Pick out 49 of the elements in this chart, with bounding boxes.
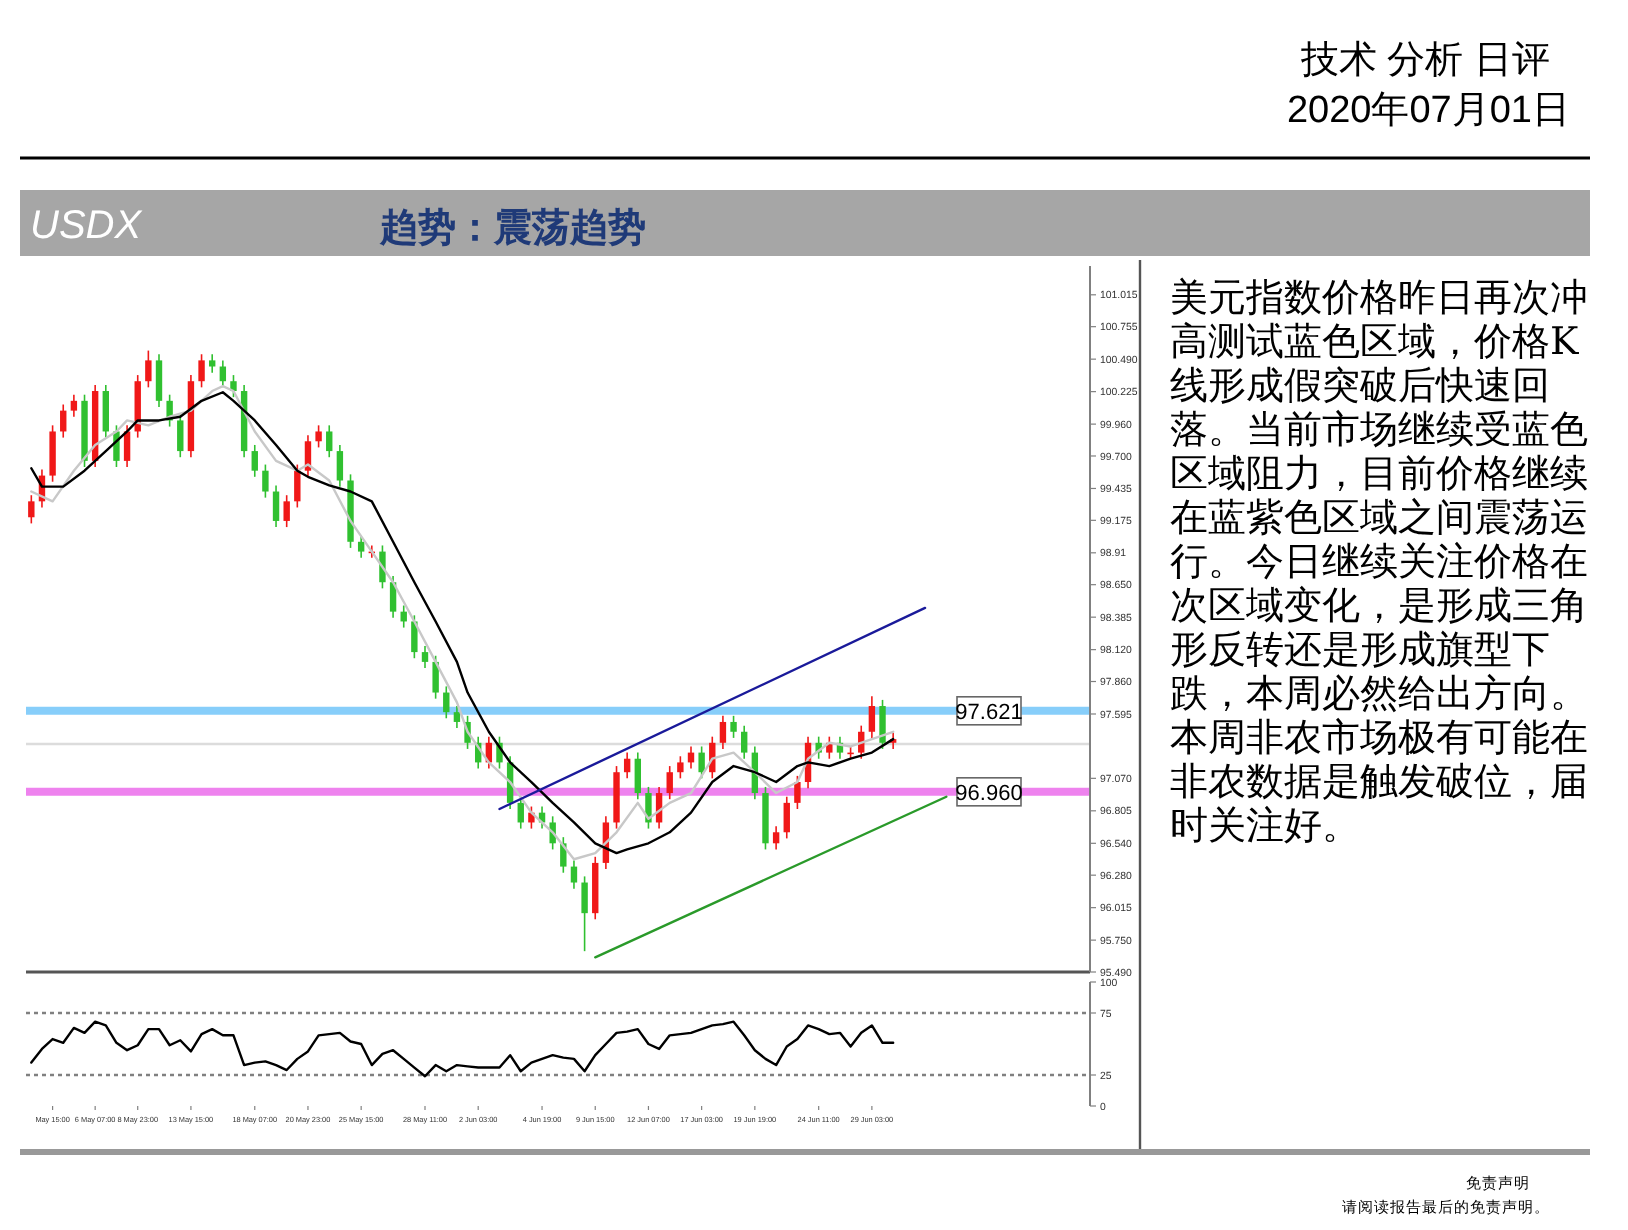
candlestick [262, 463, 269, 499]
candlestick [209, 353, 216, 374]
candlestick [272, 484, 280, 528]
text: 2020年07月01日 [1286, 90, 1570, 132]
candlestick [155, 353, 163, 408]
candlestick [315, 424, 322, 449]
ref-line-label: 97.621 [955, 700, 1023, 725]
candlestick [60, 403, 67, 439]
text: 技术 分析 日评 [1298, 40, 1550, 82]
candlestick [868, 695, 876, 739]
candlestick [283, 494, 290, 528]
candlestick [70, 393, 78, 418]
line-series [30, 1020, 895, 1078]
candlestick [623, 751, 631, 780]
candlestick [102, 384, 109, 439]
candlestick [432, 654, 439, 700]
candlestick [453, 705, 461, 729]
candlestick [294, 463, 301, 509]
candlestick [794, 775, 801, 810]
candlestick [357, 534, 365, 559]
chart-title: USDX [30, 204, 143, 248]
candlestick [198, 353, 205, 389]
candlestick [879, 699, 886, 750]
candlestick [443, 685, 450, 720]
candlestick [698, 745, 705, 780]
candlestick [28, 494, 35, 525]
chart-subtitle: 趋势：震荡趋势 [378, 206, 646, 250]
candlestick [517, 795, 524, 830]
text: 美元指数价格昨日再次冲高测试蓝色区域，价格K线形成假突破后快速回落。当前市场继续受蓝色区域阻力，目前价格继续在蓝紫色区域之间震荡运行。今日继续关注价格在次区域变化，是形成三角形反转还是形成旗型下跌，本周必然给出方向。本周非农市场极有可能在非农数据是触发破位，届时关注好。 [1170, 276, 1588, 848]
candlestick [772, 825, 780, 851]
candlestick [677, 755, 684, 780]
candlestick [560, 836, 567, 874]
candlestick [421, 645, 429, 669]
candlestick [145, 349, 152, 389]
candlestick [336, 444, 344, 488]
candlestick [634, 751, 641, 800]
candlestick [730, 715, 737, 739]
candlestick [719, 715, 727, 750]
candlestick [570, 859, 578, 890]
candlestick [783, 795, 790, 840]
ref-line-label: 96.960 [955, 781, 1023, 806]
candlestick [251, 444, 258, 478]
candlestick [666, 765, 673, 800]
candlestick [741, 724, 748, 760]
candlestick [49, 424, 56, 483]
candlestick [326, 424, 333, 459]
candlestick [581, 875, 588, 952]
candlestick [645, 786, 652, 830]
candlestick [177, 413, 184, 459]
